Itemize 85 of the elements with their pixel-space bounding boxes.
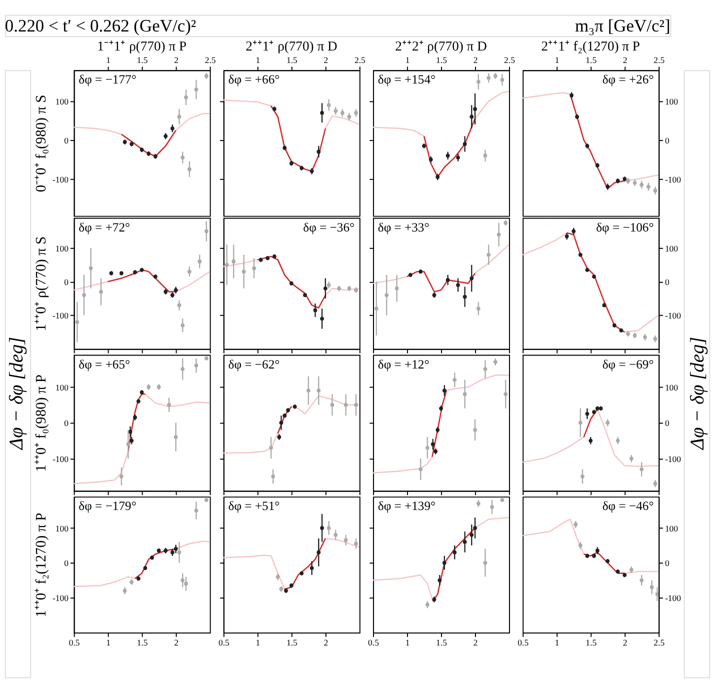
x-tick-label: 2 (473, 638, 478, 648)
x-tick-label: 1.5 (136, 54, 148, 65)
y-tick-label: 100 (664, 243, 679, 254)
y-tick-label: 100 (664, 523, 679, 534)
annotation: δφ = −106° (596, 220, 654, 234)
annotation: δφ = −62° (228, 357, 280, 372)
x-tick-label: 1 (256, 54, 260, 65)
annotation: δφ = −69° (602, 357, 654, 372)
y-tick-label: 0 (664, 558, 670, 568)
y-tick-label: -100 (664, 454, 682, 464)
annotation: δφ = +12° (378, 357, 430, 372)
x-tick-label: 1 (405, 54, 410, 65)
annotation: δφ = +66° (228, 72, 280, 87)
y-tick-label: -100 (52, 174, 70, 184)
y-tick-label: -100 (52, 454, 70, 464)
y-tick-label: -100 (664, 310, 682, 321)
y-axis-title: 1⁺⁺0⁺ f₀(980) π P (34, 374, 50, 472)
annotation: δφ = +139° (378, 499, 436, 514)
annotation: δφ = −36° (303, 220, 355, 234)
chart-title: 2⁺⁺1⁺ f₂(1270) π P (541, 38, 640, 54)
text: m₃π [GeV/c²] (574, 15, 670, 36)
text: Δφ − δφ [deg] (687, 336, 708, 450)
x-tick-label: 2 (622, 54, 628, 65)
annotation: δφ = +51° (228, 499, 280, 514)
annotation: δφ = −46° (602, 499, 654, 514)
annotation: δφ = +26° (602, 72, 654, 87)
x-tick-label: 0.5 (68, 638, 80, 648)
x-tick-label: 2.5 (504, 54, 516, 65)
x-tick-label: 2 (473, 54, 478, 65)
x-tick-label: 1.5 (286, 638, 298, 648)
x-tick-label: 2.5 (654, 54, 666, 65)
y-tick-label: -100 (52, 310, 70, 321)
y-tick-label: -100 (664, 593, 682, 604)
annotation: δφ = −179° (78, 499, 136, 514)
chart-title: 2⁺⁺1⁺ ρ(770) π D (246, 38, 338, 54)
y-axis-title: 1⁺⁺0⁺ ρ(770) π S (34, 236, 50, 332)
x-tick-label: 1 (554, 638, 560, 648)
x-tick-label: 2.5 (654, 638, 666, 648)
x-tick-label: 2 (324, 638, 328, 648)
x-tick-label: 0.5 (368, 638, 380, 648)
y-tick-label: -100 (664, 174, 682, 184)
y-tick-label: 100 (55, 96, 70, 107)
y-axis-title: 1⁺⁺0⁺ f₂(1270) π P (34, 512, 50, 618)
y-tick-label: 100 (664, 96, 679, 107)
x-tick-label: 1.5 (586, 54, 598, 65)
y-tick-label: 0 (64, 135, 70, 146)
annotation: δφ = +65° (78, 357, 130, 372)
x-tick-label: 2.5 (354, 54, 366, 65)
x-tick-label: 2 (174, 638, 178, 648)
y-tick-label: 0 (64, 277, 70, 288)
annotation: δφ = +72° (78, 220, 130, 234)
x-tick-label: 1 (106, 638, 110, 648)
x-tick-label: 1.5 (586, 638, 598, 648)
x-tick-label: 0.5 (218, 638, 230, 648)
x-tick-label: 2 (324, 54, 328, 65)
x-tick-label: 2.5 (204, 54, 216, 65)
y-tick-label: 100 (55, 382, 70, 392)
annotation: δφ = +154° (378, 72, 436, 87)
x-tick-label: 1 (554, 54, 560, 65)
x-tick-label: 1.5 (436, 54, 448, 65)
y-tick-label: 0 (664, 135, 670, 146)
y-tick-label: 100 (664, 382, 679, 392)
y-tick-label: 100 (55, 243, 70, 254)
x-tick-label: 1.5 (136, 638, 148, 648)
x-tick-label: 2 (174, 54, 178, 65)
x-tick-label: 2 (622, 638, 628, 648)
x-tick-label: 1 (106, 54, 110, 65)
y-tick-label: 0 (64, 558, 70, 568)
y-tick-label: 100 (55, 523, 70, 534)
x-tick-label: 1.5 (286, 54, 298, 65)
annotation: δφ = −177° (78, 72, 136, 87)
x-tick-label: 0.5 (518, 638, 530, 648)
chart-title: 2⁺⁺2⁺ ρ(770) π D (395, 38, 488, 54)
text: Δφ − δφ [deg] (6, 336, 28, 450)
x-tick-label: 1 (256, 638, 260, 648)
y-tick-label: 0 (64, 418, 70, 428)
x-tick-label: 1.5 (436, 638, 448, 648)
annotation: δφ = +33° (378, 220, 430, 234)
y-tick-label: -100 (52, 593, 70, 604)
y-axis-title: 0⁻⁺0⁺ f₀(980) π S (34, 94, 50, 192)
y-tick-label: 0 (664, 277, 670, 288)
chart-title: 1⁻⁺1⁺ ρ(770) π P (97, 38, 187, 54)
text: 0.220 < t′ < 0.262 (GeV/c)² (4, 15, 196, 36)
y-tick-label: 0 (664, 418, 670, 428)
x-tick-label: 1 (405, 638, 410, 648)
